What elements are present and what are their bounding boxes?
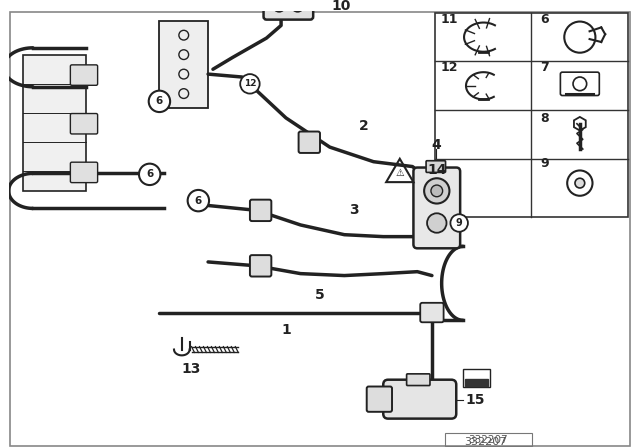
Text: 5: 5	[315, 288, 325, 302]
FancyBboxPatch shape	[70, 162, 98, 183]
Bar	[159, 21, 208, 108]
Polygon shape	[465, 379, 488, 386]
Text: 6: 6	[540, 13, 548, 26]
Text: 14: 14	[427, 164, 447, 177]
FancyBboxPatch shape	[420, 303, 444, 322]
Circle shape	[148, 90, 170, 112]
Circle shape	[188, 190, 209, 211]
FancyBboxPatch shape	[299, 132, 320, 153]
FancyBboxPatch shape	[250, 255, 271, 276]
Text: 4: 4	[431, 138, 441, 152]
Text: 15: 15	[465, 393, 484, 407]
FancyBboxPatch shape	[413, 168, 460, 248]
FancyBboxPatch shape	[70, 113, 98, 134]
Bar	[445, 433, 532, 446]
Polygon shape	[23, 55, 86, 191]
Text: 9: 9	[456, 218, 463, 228]
FancyBboxPatch shape	[367, 387, 392, 412]
FancyBboxPatch shape	[426, 161, 445, 172]
Circle shape	[424, 178, 449, 203]
FancyBboxPatch shape	[383, 380, 456, 418]
Text: 9: 9	[540, 156, 548, 169]
Text: 2: 2	[359, 119, 369, 133]
Text: 3: 3	[349, 203, 359, 217]
Circle shape	[292, 0, 303, 12]
FancyBboxPatch shape	[70, 65, 98, 85]
Text: 12: 12	[244, 79, 256, 88]
Circle shape	[451, 214, 468, 232]
Text: 10: 10	[332, 0, 351, 13]
Text: 13: 13	[182, 362, 201, 376]
Text: ⚠: ⚠	[396, 168, 404, 178]
Text: 6: 6	[146, 169, 154, 179]
Circle shape	[273, 0, 285, 12]
FancyBboxPatch shape	[264, 0, 313, 20]
Circle shape	[139, 164, 161, 185]
Text: 12: 12	[441, 61, 458, 74]
Circle shape	[427, 213, 447, 233]
Bar	[435, 13, 628, 217]
FancyBboxPatch shape	[250, 200, 271, 221]
Text: 7: 7	[540, 61, 548, 74]
Circle shape	[575, 178, 585, 188]
Text: 11: 11	[441, 13, 458, 26]
Bar	[463, 369, 490, 387]
Text: 332207: 332207	[468, 435, 508, 444]
Circle shape	[431, 185, 443, 197]
Text: 6: 6	[195, 196, 202, 206]
FancyBboxPatch shape	[406, 374, 430, 386]
Circle shape	[240, 74, 260, 94]
Text: 6: 6	[156, 96, 163, 106]
Text: 1: 1	[281, 323, 291, 337]
Text: 8: 8	[540, 112, 548, 125]
Text: 332207: 332207	[464, 437, 507, 447]
